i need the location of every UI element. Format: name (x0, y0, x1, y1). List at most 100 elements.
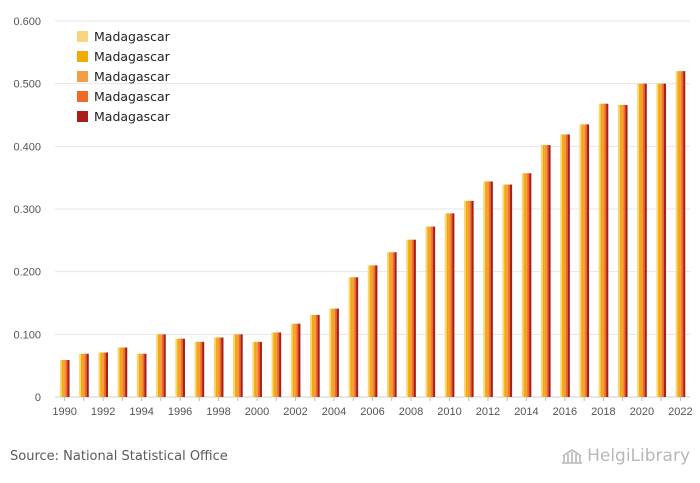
x-tick-label: 2010 (437, 406, 461, 418)
bar-chart: 0 0.100 0.200 0.300 0.400 0.500 0.600 1990 1992… (13, 16, 692, 418)
bar-2021-series-3 (660, 83, 663, 398)
bar-2011-series-5 (471, 200, 474, 397)
library-building-icon (562, 449, 583, 464)
bar-1994-series-5 (144, 353, 147, 397)
bar-1993-series-2 (119, 347, 122, 397)
bar-2005-series-5 (356, 277, 359, 397)
bar-2009-series-5 (433, 226, 436, 397)
legend-label[interactable]: Madagascar (94, 109, 171, 124)
bar-2016-series-3 (563, 134, 567, 397)
y-tick-label: 0.100 (13, 329, 41, 341)
bars (59, 71, 686, 398)
x-tick-label: 1998 (206, 406, 230, 418)
bar-2014-series-5 (529, 173, 532, 397)
bar-1991-series-4 (84, 353, 87, 397)
legend-swatch[interactable] (77, 31, 88, 42)
bar-1993-series-1 (117, 347, 120, 397)
bar-1993-series-5 (125, 347, 128, 397)
legend[interactable]: Madagascar Madagascar Madagascar Madagascar… (77, 29, 171, 124)
y-axis-tick-labels: 0 0.100 0.200 0.300 0.400 0.500 0.600 (13, 16, 41, 404)
bar-2011-series-2 (465, 200, 468, 397)
bar-1991-series-2 (81, 353, 84, 397)
bar-1994-series-4 (142, 353, 145, 397)
bar-2014-series-4 (527, 173, 530, 397)
bar-1995-series-3 (159, 334, 162, 397)
legend-swatch[interactable] (77, 71, 88, 82)
bar-2002-series-1 (290, 323, 293, 397)
bar-2013-series-3 (506, 184, 509, 397)
legend-label[interactable]: Madagascar (94, 69, 171, 84)
bar-2012-series-5 (490, 181, 493, 397)
bar-1990-series-4 (65, 360, 68, 397)
bar-2012-series-3 (487, 181, 490, 397)
source-note: Source: National Statistical Office (10, 449, 228, 464)
bar-2005-series-1 (348, 277, 351, 397)
y-tick-label: 0.300 (13, 204, 41, 216)
bar-1996-series-1 (175, 338, 178, 397)
bar-2015-series-2 (542, 145, 545, 397)
bar-2016-series-2 (562, 134, 565, 397)
bar-2022-series-5 (683, 71, 686, 397)
bar-2013-series-2 (504, 184, 507, 397)
bar-2018-series-5 (606, 103, 609, 397)
bar-2017-series-3 (583, 124, 586, 398)
bar-1997-series-5 (202, 341, 205, 397)
bar-2008-series-3 (410, 239, 413, 397)
bar-2011-series-3 (467, 200, 470, 397)
bar-1999-series-2 (234, 334, 238, 397)
bar-2019-series-4 (623, 104, 626, 398)
bar-2010-series-4 (450, 213, 453, 397)
y-tick-label: 0.600 (13, 16, 41, 28)
y-tick-label: 0.200 (13, 267, 41, 279)
bar-1999-series-1 (233, 334, 236, 397)
bar-2004-series-5 (336, 308, 339, 397)
bar-2017-series-2 (581, 124, 584, 398)
bar-2005-series-3 (352, 277, 355, 397)
bar-2005-series-2 (350, 277, 353, 397)
legend-swatch[interactable] (77, 91, 88, 102)
bar-2009-series-1 (425, 226, 428, 397)
bar-1996-series-4 (181, 338, 184, 397)
x-tick-label: 2016 (553, 406, 577, 418)
bar-1991-series-3 (82, 353, 85, 397)
legend-swatch[interactable] (77, 51, 88, 62)
bar-2017-series-1 (579, 124, 582, 398)
legend-label[interactable]: Madagascar (94, 89, 171, 104)
legend-label[interactable]: Madagascar (94, 29, 171, 44)
bar-2018-series-2 (600, 103, 603, 397)
bar-2007-series-5 (394, 252, 397, 397)
bar-2002-series-4 (296, 323, 299, 397)
bar-1995-series-1 (156, 334, 159, 397)
bar-2020-series-1 (637, 83, 640, 398)
bar-2022-series-1 (675, 71, 678, 397)
x-tick-label: 1990 (52, 406, 76, 418)
bar-1990-series-5 (67, 360, 70, 397)
bar-2004-series-3 (333, 308, 336, 397)
legend-swatch[interactable] (77, 111, 88, 122)
bar-2008-series-1 (406, 239, 409, 397)
bar-2002-series-5 (298, 323, 301, 397)
bar-1995-series-5 (163, 334, 166, 397)
bar-2010-series-1 (444, 213, 447, 397)
legend-label[interactable]: Madagascar (94, 49, 171, 64)
bar-2009-series-3 (429, 226, 432, 397)
bar-2007-series-4 (392, 252, 395, 397)
bar-2016-series-4 (565, 134, 568, 397)
x-tick-label: 2002 (283, 406, 307, 418)
bar-2010-series-2 (446, 213, 449, 397)
bar-1998-series-2 (215, 337, 218, 397)
x-tick-label: 2012 (476, 406, 500, 418)
x-tick-label: 2022 (668, 406, 692, 418)
bar-2004-series-4 (334, 308, 338, 397)
bar-1990-series-3 (63, 360, 66, 397)
bar-2001-series-3 (275, 332, 278, 397)
bar-1996-series-5 (182, 338, 185, 397)
bar-2002-series-2 (292, 323, 295, 397)
bar-2018-series-4 (604, 103, 607, 397)
bar-1993-series-4 (123, 347, 126, 397)
bar-2018-series-3 (602, 103, 605, 397)
bar-2006-series-1 (367, 265, 370, 397)
bar-2006-series-5 (375, 265, 378, 397)
bar-2019-series-5 (625, 104, 628, 398)
bar-2020-series-5 (644, 83, 647, 398)
